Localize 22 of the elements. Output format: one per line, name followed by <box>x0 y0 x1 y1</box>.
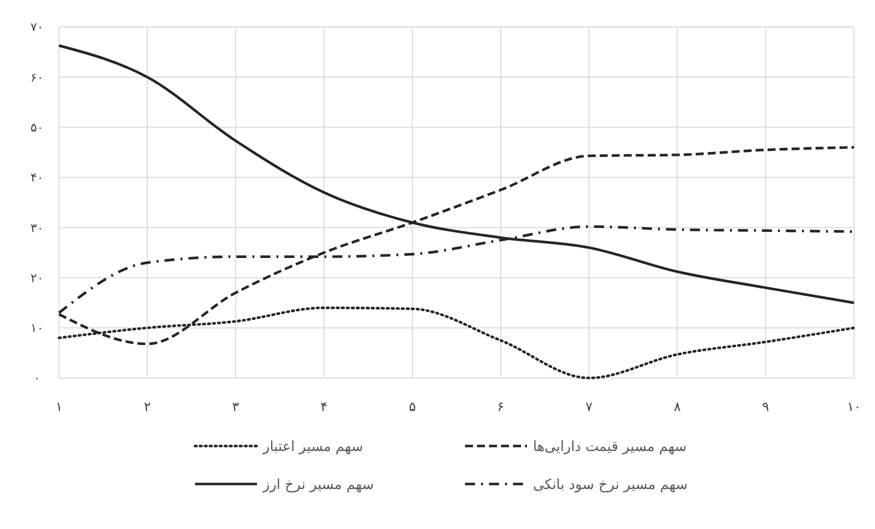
y-tick-label: ۱۰ <box>30 321 44 336</box>
y-tick-label: ۷۰ <box>30 20 44 34</box>
x-tick-label: ۱۰ <box>847 400 861 415</box>
x-tick-label: ۲ <box>144 400 151 415</box>
y-tick-label: ۴۰ <box>30 170 44 185</box>
y-tick-label: ۵۰ <box>30 120 44 134</box>
legend-label: سهم مسیر نرخ ارز <box>262 476 374 493</box>
x-tick-label: ۹ <box>762 400 770 415</box>
y-tick-label: ۶۰ <box>30 70 44 84</box>
y-tick-label: ۲۰ <box>30 270 44 285</box>
x-tick-label: ۸ <box>674 400 681 415</box>
x-tick-label: ۶ <box>497 400 504 415</box>
y-tick-label: ۳۰ <box>30 220 44 235</box>
x-tick-label: ۵ <box>408 400 416 415</box>
x-tick-label: ۴ <box>320 400 328 415</box>
x-tick-label: ۷ <box>586 400 593 415</box>
x-tick-label: ۱ <box>56 400 62 415</box>
x-tick-label: ۳ <box>232 400 240 415</box>
legend-label: سهم مسیر اعتبار <box>262 438 364 455</box>
legend-label: سهم مسیر نرخ سود بانکی <box>533 476 688 493</box>
y-tick-label: ۰ <box>34 371 40 386</box>
legend-label: سهم مسیر قیمت دارایی‌ها <box>533 438 687 455</box>
